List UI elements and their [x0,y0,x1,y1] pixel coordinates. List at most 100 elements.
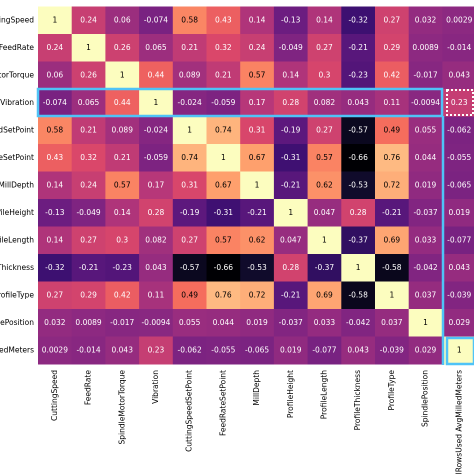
cell [240,281,275,310]
cell [139,309,174,337]
cell [38,89,73,117]
cell-label: -0.037 [413,208,437,217]
cell-label: -0.049 [279,43,303,52]
cell [206,254,241,282]
cell-label: 0.043 [347,98,369,107]
cell-label: 0.11 [148,290,165,299]
cell [206,6,241,35]
cell [38,116,73,145]
cell [375,61,410,90]
cell [442,199,474,227]
cell-label: 0.044 [213,318,235,327]
cell [206,61,241,90]
cell-label: -0.37 [348,235,368,244]
cell [38,309,73,337]
cell-label: -0.31 [281,153,301,162]
cell [38,199,73,227]
y-tick-label: FeedRate [0,43,34,52]
cell-label: -0.66 [214,263,234,272]
cell-label: 0.0029 [446,15,472,24]
cell [206,336,241,365]
cell [240,171,275,200]
x-tick-label: ProfileLength [319,370,328,419]
cell-label: -0.074 [43,98,67,107]
cell [38,226,73,255]
cell-label: 0.24 [249,43,266,52]
cell-label: -0.077 [447,235,471,244]
cell-label: 0.28 [148,208,165,217]
cell [139,61,174,90]
cell [105,254,140,282]
cell [408,254,443,282]
cell-label: -0.055 [211,345,235,354]
cell-label: -0.017 [110,318,134,327]
cell-label: -0.077 [312,345,336,354]
cell [307,254,342,282]
cell [71,281,106,310]
cell-label: 0.23 [451,98,468,107]
cell-label: 0.06 [46,70,63,79]
cell-label: 0.089 [112,125,134,134]
cell-label: -0.042 [413,263,437,272]
cell-label: -0.23 [348,70,368,79]
cell-label: -0.53 [348,180,368,189]
cell [38,171,73,200]
cell-label: 0.62 [316,180,333,189]
cell-label: 0.27 [316,43,333,52]
cell [442,61,474,90]
cell [206,144,241,172]
cell [172,336,207,365]
cell-label: 0.3 [318,70,330,79]
cell-label: -0.58 [348,290,368,299]
cell-label: 0.065 [145,43,167,52]
cell-label: 0.044 [415,153,437,162]
cell-label: -0.024 [178,98,202,107]
cell-label: 0.047 [280,235,302,244]
y-tick-label: otorTorque [0,70,34,79]
cell [375,336,410,365]
cell [375,171,410,200]
cell-label: -0.014 [76,345,100,354]
cell [38,336,73,365]
cell [139,254,174,282]
y-tick-label: Thickness [0,263,34,272]
x-tick-label: CuttingSpeedSetPoint [185,370,194,452]
cell [240,226,275,255]
cell [375,89,410,117]
cell-label: -0.074 [144,15,168,24]
cell [240,254,275,282]
y-tick-label: ttingSpeed [0,15,34,24]
x-tick-label: CuttingSpeed [50,370,59,421]
cell-label: -0.065 [245,345,269,354]
cell [38,61,73,90]
cell-label: 1 [187,125,192,134]
cell-label: -0.014 [447,43,471,52]
cell-label: 0.28 [282,263,299,272]
cell-label: 0.14 [249,15,266,24]
cell [172,6,207,35]
y-tick-label: ceSetPoint [0,153,34,162]
cell-label: 0.019 [280,345,302,354]
cell [307,89,342,117]
cell [240,144,275,172]
cell [408,6,443,35]
cell [307,116,342,145]
cell [307,281,342,310]
cell-label: 0.49 [181,290,198,299]
cell-label: 0.24 [80,15,97,24]
cell-label: -0.062 [178,345,202,354]
cell-label: -0.57 [180,263,200,272]
cell-label: 0.055 [179,318,201,327]
cell-label: 0.74 [181,153,198,162]
cell-label: 1 [322,235,327,244]
cell-label: -0.059 [144,153,168,162]
cell [273,281,309,310]
cell [206,226,241,255]
cell [273,336,309,365]
cell [273,89,309,117]
cell-label: 0.21 [181,43,198,52]
cell-label: -0.32 [348,15,368,24]
cell [172,116,207,145]
cell [240,116,275,145]
cell-highlight-dotted [446,89,474,116]
